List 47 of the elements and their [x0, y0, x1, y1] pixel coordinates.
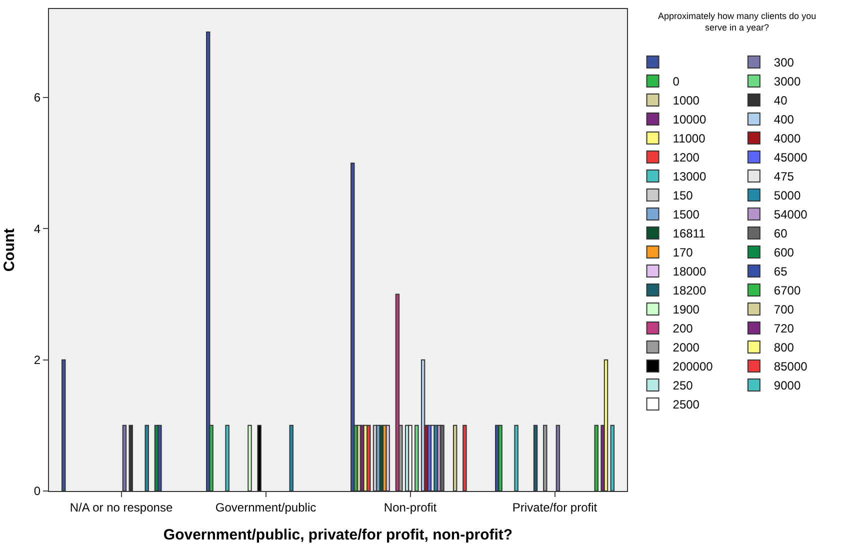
legend-label: 85000	[774, 360, 808, 374]
legend-label: 400	[774, 112, 794, 127]
legend-label: 2500	[672, 398, 700, 412]
legend-label: 1900	[672, 302, 700, 317]
legend-label: 10000	[672, 112, 706, 127]
legend-label: 1200	[672, 150, 700, 165]
legend-label: 40	[774, 94, 788, 108]
legend-label: 13000	[672, 170, 706, 184]
legend-label: 150	[672, 188, 694, 203]
y-tick-label: 0	[34, 484, 41, 498]
x-tick-label: Government/public	[215, 500, 316, 514]
legend-label: 250	[672, 378, 694, 393]
legend-label: 3000	[774, 74, 801, 89]
y-tick-label: 6	[34, 90, 41, 105]
x-tick-label: N/A or no response	[70, 500, 173, 514]
legend-label: 0	[672, 74, 680, 89]
legend-title: Approximately how many clients do you serve in a year?	[658, 11, 816, 33]
legend-label: 475	[774, 170, 794, 184]
legend-label: 200000	[672, 360, 714, 374]
legend-label: 11000	[672, 132, 706, 146]
legend-label: 54000	[774, 208, 808, 222]
legend-label: 700	[774, 302, 794, 317]
y-axis-title: Count	[1, 228, 18, 272]
legend-label: 16811	[672, 226, 706, 241]
y-tick-label: 2	[34, 353, 41, 368]
legend-label: 18000	[672, 264, 706, 279]
legend-label: 170	[672, 246, 694, 260]
legend-label: 200	[672, 322, 694, 336]
x-tick-label: Non-profit	[384, 500, 438, 514]
legend-label: 65	[774, 264, 788, 279]
legend-label: 5000	[774, 188, 801, 203]
legend-label: 800	[774, 340, 794, 355]
legend-label: 9000	[774, 378, 801, 393]
x-axis-title: Government/public, private/for profit, non-profit?	[163, 526, 513, 544]
legend-label: 4000	[774, 132, 801, 146]
legend-label: 60	[774, 226, 788, 241]
legend-label: 1000	[672, 94, 700, 108]
legend-label: 1500	[672, 208, 700, 222]
legend-label: 45000	[774, 150, 808, 165]
x-tick-label: Private/for profit	[512, 500, 598, 514]
legend-label: 600	[774, 246, 794, 260]
legend-label: 6700	[774, 284, 801, 298]
y-tick-label: 4	[34, 222, 41, 236]
legend-label: 300	[774, 56, 794, 70]
legend-label: 2000	[672, 340, 700, 355]
legend-label: 720	[774, 322, 794, 336]
legend-label: 18200	[672, 284, 706, 298]
